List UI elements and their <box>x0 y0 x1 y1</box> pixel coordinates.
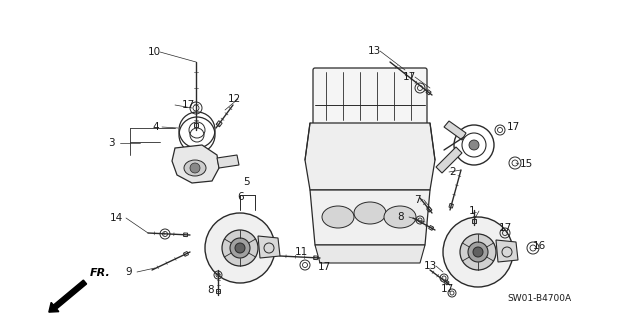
Text: 12: 12 <box>228 94 241 104</box>
Text: 17: 17 <box>403 72 416 82</box>
Circle shape <box>443 217 513 287</box>
Text: 7: 7 <box>414 195 420 205</box>
Circle shape <box>469 140 479 150</box>
Text: 8: 8 <box>207 285 214 295</box>
Circle shape <box>460 234 496 270</box>
Circle shape <box>235 243 245 253</box>
Ellipse shape <box>322 206 354 228</box>
Text: 9: 9 <box>125 267 132 277</box>
Circle shape <box>205 213 275 283</box>
Polygon shape <box>305 123 435 190</box>
Polygon shape <box>258 236 280 258</box>
Text: 1: 1 <box>469 206 476 216</box>
Polygon shape <box>217 155 239 168</box>
Text: 2: 2 <box>449 167 456 177</box>
Ellipse shape <box>354 202 386 224</box>
Polygon shape <box>315 245 425 263</box>
Text: FR.: FR. <box>90 268 111 278</box>
Text: 17: 17 <box>441 284 454 294</box>
Text: 13: 13 <box>424 261 437 271</box>
Text: 3: 3 <box>108 138 115 148</box>
Text: 17: 17 <box>507 122 520 132</box>
Text: 17: 17 <box>318 262 332 272</box>
Polygon shape <box>172 145 219 183</box>
Text: 11: 11 <box>295 247 308 257</box>
Circle shape <box>190 163 200 173</box>
FancyBboxPatch shape <box>313 68 427 127</box>
Text: 13: 13 <box>368 46 381 56</box>
Text: 8: 8 <box>397 212 404 222</box>
Ellipse shape <box>184 160 206 176</box>
Text: 6: 6 <box>237 192 244 202</box>
Polygon shape <box>436 147 462 173</box>
Circle shape <box>473 247 483 257</box>
Ellipse shape <box>384 206 416 228</box>
Text: 16: 16 <box>533 241 547 251</box>
FancyArrow shape <box>49 280 86 312</box>
Circle shape <box>468 242 488 262</box>
Polygon shape <box>310 190 430 245</box>
Polygon shape <box>496 240 518 262</box>
Text: SW01-B4700A: SW01-B4700A <box>508 294 572 303</box>
Polygon shape <box>444 121 466 140</box>
Text: 4: 4 <box>152 122 159 132</box>
Circle shape <box>222 230 258 266</box>
Text: 17: 17 <box>499 223 512 233</box>
Text: 15: 15 <box>520 159 533 169</box>
Text: 14: 14 <box>110 213 124 223</box>
Text: 5: 5 <box>243 177 250 187</box>
Text: 17: 17 <box>182 100 195 110</box>
Circle shape <box>230 238 250 258</box>
Text: 10: 10 <box>148 47 161 57</box>
